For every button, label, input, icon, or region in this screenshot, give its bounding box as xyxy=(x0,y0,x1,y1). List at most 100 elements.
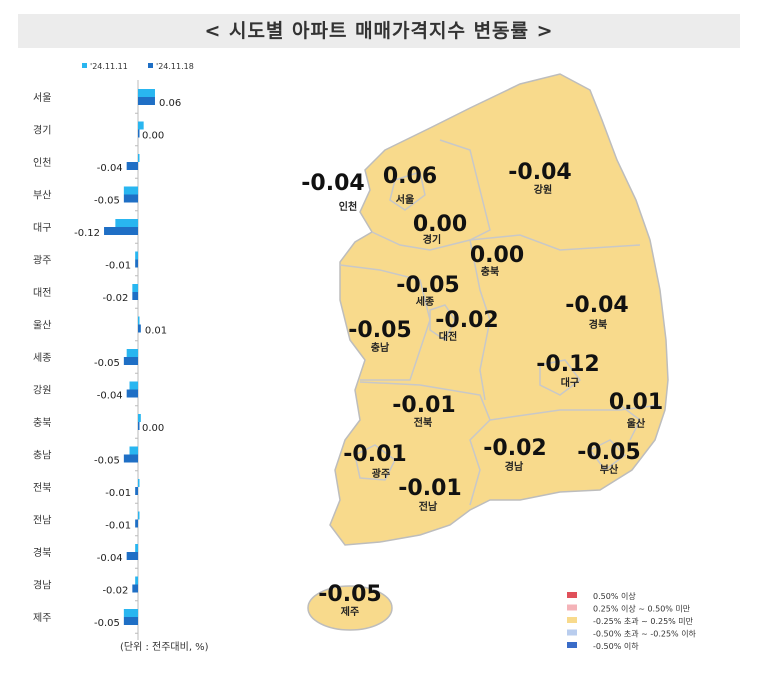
data-label: -0.04 xyxy=(97,553,123,564)
data-label: -0.12 xyxy=(74,228,100,239)
region-value: -0.05 xyxy=(396,273,459,298)
region-value: -0.01 xyxy=(398,476,461,501)
category-label: 부산 xyxy=(33,190,51,202)
bar xyxy=(138,97,155,105)
region-name: 강원 xyxy=(534,183,552,196)
bar xyxy=(104,227,138,235)
region-name: 광주 xyxy=(372,468,390,480)
category-label: 제주 xyxy=(33,612,51,624)
bar xyxy=(135,544,138,552)
bar xyxy=(123,609,138,617)
region-value: 0.00 xyxy=(413,212,467,237)
bar xyxy=(126,162,138,170)
data-label: -0.04 xyxy=(97,391,123,402)
bar xyxy=(138,316,140,325)
bar xyxy=(135,519,138,528)
region-borders xyxy=(339,139,661,506)
region-value: -0.05 xyxy=(318,582,381,607)
region-name: 대구 xyxy=(561,376,579,389)
region-value: 0.06 xyxy=(383,164,437,189)
region-name: 울산 xyxy=(627,417,646,430)
region-name: 경기 xyxy=(423,233,441,246)
bar xyxy=(115,219,138,227)
region-name: 충북 xyxy=(481,265,499,278)
bar xyxy=(126,349,138,357)
region-name: 전북 xyxy=(414,416,432,429)
bar xyxy=(138,89,155,97)
category-label: 서울 xyxy=(33,92,51,104)
data-label: -0.05 xyxy=(94,456,120,467)
data-label: -0.04 xyxy=(97,163,123,174)
region-name: 인천 xyxy=(339,200,357,213)
bar xyxy=(126,389,138,398)
legend-label: '24.11.18 xyxy=(156,62,194,71)
region-value: -0.01 xyxy=(392,393,455,418)
legend-label: '24.11.11 xyxy=(90,62,128,71)
map-legend-swatch xyxy=(567,604,577,611)
region-value: -0.04 xyxy=(565,293,628,318)
category-label: 전북 xyxy=(33,482,51,494)
region-name: 서울 xyxy=(396,193,414,206)
region-name: 전남 xyxy=(419,500,438,513)
bar xyxy=(138,422,140,430)
data-label: -0.05 xyxy=(94,196,120,207)
region-name: 경남 xyxy=(505,460,524,473)
bar xyxy=(126,552,138,560)
bar xyxy=(123,357,138,365)
data-label: 0.01 xyxy=(145,326,167,337)
data-label: -0.01 xyxy=(105,488,131,499)
map-legend-label: -0.50% 이하 xyxy=(593,641,639,651)
bar xyxy=(138,121,144,130)
region-name: 경북 xyxy=(589,318,607,331)
region-value: -0.05 xyxy=(348,318,411,343)
region-value: -0.02 xyxy=(483,436,546,461)
legend-swatch xyxy=(148,63,153,68)
bar xyxy=(138,414,141,422)
region-value: 0.00 xyxy=(470,243,524,268)
map-legend-swatch xyxy=(567,617,577,623)
category-label: 전남 xyxy=(33,515,51,527)
bar xyxy=(132,584,138,593)
data-label: -0.02 xyxy=(102,293,128,304)
map-legend-label: -0.25% 초과 ~ 0.25% 미만 xyxy=(593,617,694,626)
region-name: 세종 xyxy=(416,295,434,308)
bar xyxy=(132,292,138,300)
unit-note: (단위 : 전주대비, %) xyxy=(120,640,209,653)
bar xyxy=(138,129,140,138)
bar xyxy=(138,324,141,333)
bar xyxy=(138,154,140,162)
region-value: -0.02 xyxy=(435,308,498,333)
category-label: 대구 xyxy=(33,222,51,234)
map-legend-label: 0.25% 이상 ~ 0.50% 미만 xyxy=(593,604,691,614)
jeju-map xyxy=(307,585,393,631)
region-value: -0.01 xyxy=(343,442,406,467)
category-label: 경북 xyxy=(33,546,51,559)
legend-swatch xyxy=(82,63,87,68)
data-label: 0.06 xyxy=(159,98,181,109)
bar xyxy=(138,479,140,487)
map-legend-swatch xyxy=(567,629,577,636)
map-legend-label: -0.50% 초과 ~ -0.25% 이하 xyxy=(593,629,697,639)
data-label: 0.00 xyxy=(142,131,164,142)
category-label: 충북 xyxy=(33,417,51,429)
data-label: 0.00 xyxy=(142,423,164,434)
bar xyxy=(135,487,138,495)
map-legend-swatch xyxy=(567,592,577,598)
bar xyxy=(123,454,138,463)
map-legend-label: 0.50% 이상 xyxy=(593,591,636,601)
category-label: 세종 xyxy=(33,352,51,364)
region-value: 0.01 xyxy=(609,390,663,415)
region-name: 대전 xyxy=(439,330,457,343)
region-value: -0.04 xyxy=(301,171,364,196)
region-value: -0.05 xyxy=(577,440,640,465)
category-label: 경남 xyxy=(33,579,51,592)
bar xyxy=(135,259,138,268)
bar xyxy=(123,194,138,203)
data-label: -0.02 xyxy=(102,586,128,597)
bar xyxy=(129,446,138,455)
data-label: -0.01 xyxy=(105,521,131,532)
bar xyxy=(123,617,138,625)
region-name: 충남 xyxy=(371,341,390,354)
bar xyxy=(123,186,138,195)
